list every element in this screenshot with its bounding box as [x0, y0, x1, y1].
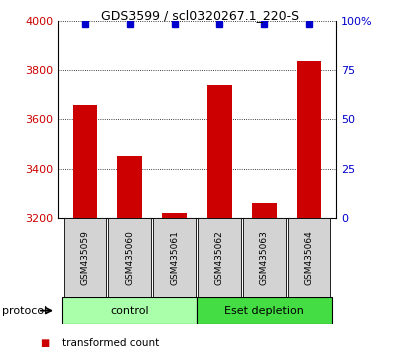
Text: GSM435059: GSM435059 [80, 230, 90, 285]
Bar [252, 203, 276, 218]
Bar [153, 218, 196, 297]
Bar [288, 218, 330, 297]
Text: GSM435064: GSM435064 [304, 230, 314, 285]
Bar [108, 218, 151, 297]
Text: GSM435060: GSM435060 [125, 230, 134, 285]
Text: protocol: protocol [2, 306, 47, 316]
Bar [197, 297, 332, 324]
Bar [72, 105, 97, 218]
Text: GDS3599 / scl0320267.1_220-S: GDS3599 / scl0320267.1_220-S [101, 9, 299, 22]
Bar [162, 213, 187, 218]
Bar [297, 61, 322, 218]
Text: ■: ■ [40, 338, 49, 348]
Bar [243, 218, 286, 297]
Bar [62, 297, 197, 324]
Text: Eset depletion: Eset depletion [224, 306, 304, 316]
Bar [207, 85, 232, 218]
Bar [64, 218, 106, 297]
Bar [198, 218, 241, 297]
Text: GSM435061: GSM435061 [170, 230, 179, 285]
Bar [118, 156, 142, 218]
Text: control: control [110, 306, 149, 316]
Text: GSM435063: GSM435063 [260, 230, 269, 285]
Text: GSM435062: GSM435062 [215, 230, 224, 285]
Text: transformed count: transformed count [62, 338, 159, 348]
